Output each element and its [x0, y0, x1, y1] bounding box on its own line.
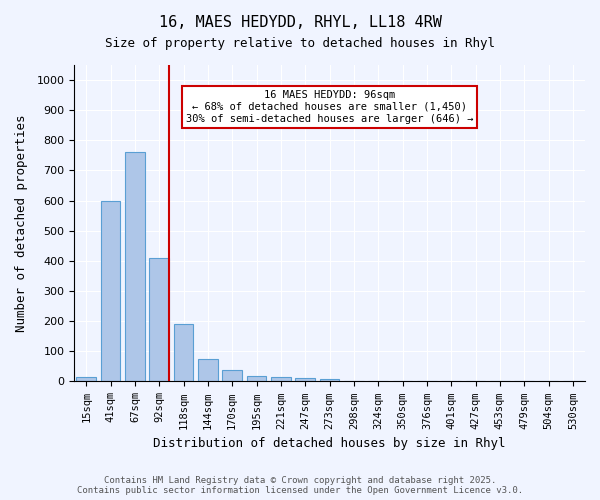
Text: Contains HM Land Registry data © Crown copyright and database right 2025.
Contai: Contains HM Land Registry data © Crown c… — [77, 476, 523, 495]
Text: 16 MAES HEDYDD: 96sqm
← 68% of detached houses are smaller (1,450)
30% of semi-d: 16 MAES HEDYDD: 96sqm ← 68% of detached … — [186, 90, 473, 124]
Bar — [247, 376, 266, 382]
Bar — [125, 152, 145, 382]
Bar — [223, 370, 242, 382]
Bar — [198, 359, 218, 382]
Y-axis label: Number of detached properties: Number of detached properties — [15, 114, 28, 332]
Text: 16, MAES HEDYDD, RHYL, LL18 4RW: 16, MAES HEDYDD, RHYL, LL18 4RW — [158, 15, 442, 30]
X-axis label: Distribution of detached houses by size in Rhyl: Distribution of detached houses by size … — [153, 437, 506, 450]
Text: Size of property relative to detached houses in Rhyl: Size of property relative to detached ho… — [105, 38, 495, 51]
Bar — [174, 324, 193, 382]
Bar — [101, 200, 120, 382]
Bar — [149, 258, 169, 382]
Bar — [295, 378, 315, 382]
Bar — [320, 379, 339, 382]
Bar — [271, 377, 290, 382]
Bar — [76, 377, 96, 382]
